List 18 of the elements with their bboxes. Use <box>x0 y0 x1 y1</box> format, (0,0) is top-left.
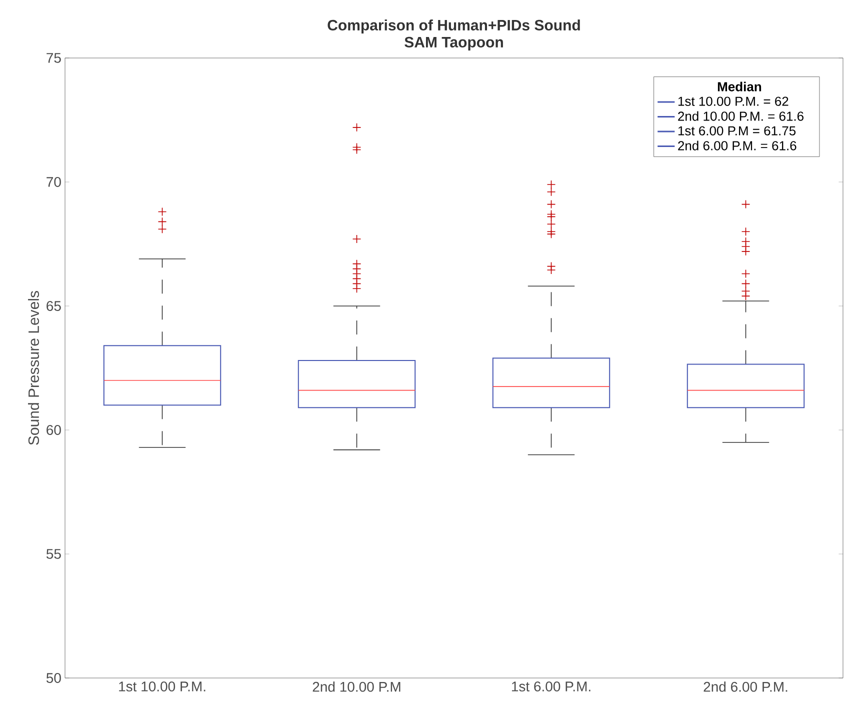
y-tick-label: 75 <box>46 53 61 63</box>
legend-label: 1st 10.00 P.M. = 62 <box>678 96 788 106</box>
chart-title: Comparison of Human+PIDs Sound <box>328 19 580 34</box>
x-tick-label: 2nd 10.00 P.M <box>312 682 400 692</box>
x-tick-label: 1st 10.00 P.M. <box>119 682 206 692</box>
x-tick-label: 2nd 6.00 P.M. <box>704 682 788 692</box>
x-tick-label: 1st 6.00 P.M. <box>512 682 590 692</box>
legend-title: Median <box>718 82 762 92</box>
y-tick-label: 50 <box>46 673 61 683</box>
chart-subtitle: SAM Taopoon <box>404 36 503 50</box>
legend-label: 2nd 10.00 P.M. = 61.6 <box>678 111 804 121</box>
y-tick-label: 70 <box>46 177 61 187</box>
y-tick-label: 60 <box>46 425 61 435</box>
y-tick-label: 55 <box>46 549 61 559</box>
y-tick-label: 65 <box>46 301 61 311</box>
y-axis-title: Sound Pressure Levels <box>28 291 40 445</box>
legend-label: 1st 6.00 P.M = 61.75 <box>678 126 796 136</box>
legend-label: 2nd 6.00 P.M. = 61.6 <box>678 140 796 150</box>
